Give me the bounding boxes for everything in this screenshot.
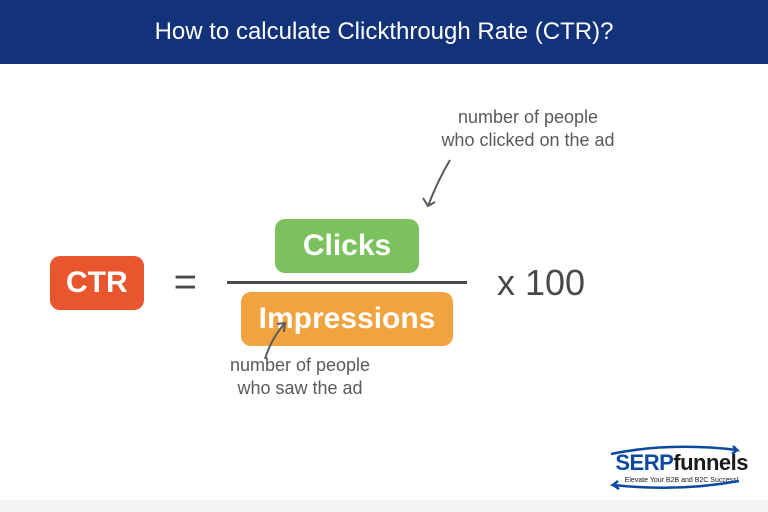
equals-sign: = (174, 260, 197, 305)
page-header: How to calculate Clickthrough Rate (CTR)… (0, 0, 768, 64)
annotation-impressions: number of peoplewho saw the ad (200, 354, 400, 401)
annotation-clicks: number of peoplewho clicked on the ad (418, 106, 638, 153)
swoosh-bottom-icon (609, 478, 749, 492)
page-title: How to calculate Clickthrough Rate (CTR)… (155, 18, 614, 45)
fraction-line (227, 281, 467, 284)
ctr-badge: CTR (50, 256, 144, 310)
swoosh-top-icon (609, 444, 749, 458)
brand-logo: SERPfunnels Elevate Your B2B and B2C Suc… (615, 450, 748, 484)
multiply-hundred: x 100 (497, 262, 585, 304)
ctr-formula: CTR = Clicks Impressions x 100 (50, 219, 585, 346)
numerator: Clicks (275, 219, 419, 273)
arrow-top-icon (420, 156, 460, 216)
content-area: number of peoplewho clicked on the ad CT… (0, 64, 768, 500)
clicks-badge: Clicks (275, 219, 419, 273)
